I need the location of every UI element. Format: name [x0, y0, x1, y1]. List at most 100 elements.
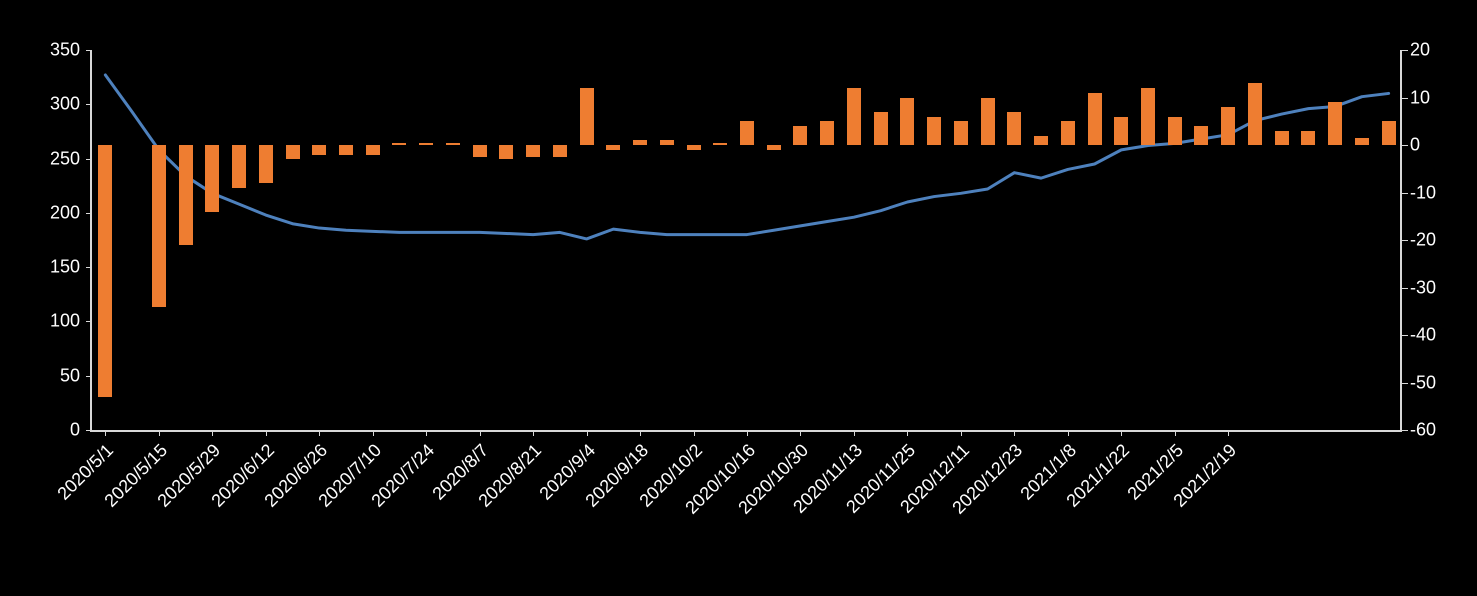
bar	[687, 145, 701, 150]
y-left-tick	[86, 267, 92, 268]
x-tick	[105, 430, 106, 436]
bar	[1301, 131, 1315, 145]
x-tick	[1175, 430, 1176, 436]
bar	[633, 140, 647, 145]
bar	[312, 145, 326, 155]
x-tick	[1228, 430, 1229, 436]
bar	[553, 145, 567, 157]
x-tick	[1014, 430, 1015, 436]
y-left-tick	[86, 321, 92, 322]
y-left-label: 50	[60, 365, 80, 386]
line-series	[92, 50, 1402, 430]
bar	[339, 145, 353, 155]
x-tick	[694, 430, 695, 436]
bar	[1221, 107, 1235, 145]
bar	[713, 143, 727, 145]
bar	[1328, 102, 1342, 145]
y-right-label: 10	[1410, 87, 1430, 108]
y-left-label: 300	[50, 94, 80, 115]
bar	[580, 88, 594, 145]
y-left-tick	[86, 376, 92, 377]
y-right-label: -40	[1410, 325, 1436, 346]
bar	[793, 126, 807, 145]
x-tick	[480, 430, 481, 436]
bar	[259, 145, 273, 183]
bar	[767, 145, 781, 150]
bar	[1007, 112, 1021, 145]
bar	[820, 121, 834, 145]
y-right-tick	[1402, 98, 1408, 99]
bar	[1275, 131, 1289, 145]
y-right-label: -30	[1410, 277, 1436, 298]
bar	[900, 98, 914, 146]
x-tick	[426, 430, 427, 436]
y-right-label: 20	[1410, 40, 1430, 61]
bar	[1034, 136, 1048, 146]
x-tick	[373, 430, 374, 436]
y-left-label: 350	[50, 40, 80, 61]
bar	[927, 117, 941, 146]
x-tick	[159, 430, 160, 436]
x-tick	[319, 430, 320, 436]
x-tick	[212, 430, 213, 436]
bar	[606, 145, 620, 150]
bar	[366, 145, 380, 155]
y-left-tick	[86, 213, 92, 214]
x-tick	[266, 430, 267, 436]
y-right-label: -20	[1410, 230, 1436, 251]
bar	[1168, 117, 1182, 146]
y-right-tick	[1402, 430, 1408, 431]
y-left-label: 250	[50, 148, 80, 169]
bar	[526, 145, 540, 157]
y-left-tick	[86, 159, 92, 160]
y-right-tick	[1402, 145, 1408, 146]
y-left-tick	[86, 104, 92, 105]
y-right-tick	[1402, 383, 1408, 384]
x-tick	[747, 430, 748, 436]
bar	[1061, 121, 1075, 145]
x-tick	[800, 430, 801, 436]
bar	[660, 140, 674, 145]
y-right-tick	[1402, 50, 1408, 51]
y-left-label: 150	[50, 257, 80, 278]
bar	[1248, 83, 1262, 145]
bar	[419, 143, 433, 145]
y-left-tick	[86, 430, 92, 431]
y-right-label: 0	[1410, 135, 1420, 156]
y-right-label: -10	[1410, 182, 1436, 203]
bar	[179, 145, 193, 245]
y-right-tick	[1402, 335, 1408, 336]
x-tick	[907, 430, 908, 436]
y-left-label: 100	[50, 311, 80, 332]
bar	[205, 145, 219, 212]
y-left-tick	[86, 50, 92, 51]
combo-chart: 0 50 100 150 200 250 300 350 -60 -50 -40 -30 -20 -10 0…	[0, 0, 1477, 594]
bar	[847, 88, 861, 145]
bar	[446, 143, 460, 145]
bar	[1194, 126, 1208, 145]
y-right-tick	[1402, 193, 1408, 194]
y-right-tick	[1402, 240, 1408, 241]
plot-area	[90, 50, 1402, 432]
bar	[98, 145, 112, 397]
bar	[1114, 117, 1128, 146]
bar	[1088, 93, 1102, 145]
y-left-label: 200	[50, 202, 80, 223]
bar	[1382, 121, 1396, 145]
bar	[1141, 88, 1155, 145]
x-tick	[640, 430, 641, 436]
bar	[954, 121, 968, 145]
bar	[981, 98, 995, 146]
y-left-label: 0	[70, 420, 80, 441]
bar	[499, 145, 513, 159]
x-tick	[961, 430, 962, 436]
x-tick	[854, 430, 855, 436]
bar	[152, 145, 166, 307]
bar	[874, 112, 888, 145]
x-tick	[587, 430, 588, 436]
y-right-label: -60	[1410, 420, 1436, 441]
bar	[392, 143, 406, 145]
y-right-label: -50	[1410, 372, 1436, 393]
x-tick	[1121, 430, 1122, 436]
bar	[740, 121, 754, 145]
